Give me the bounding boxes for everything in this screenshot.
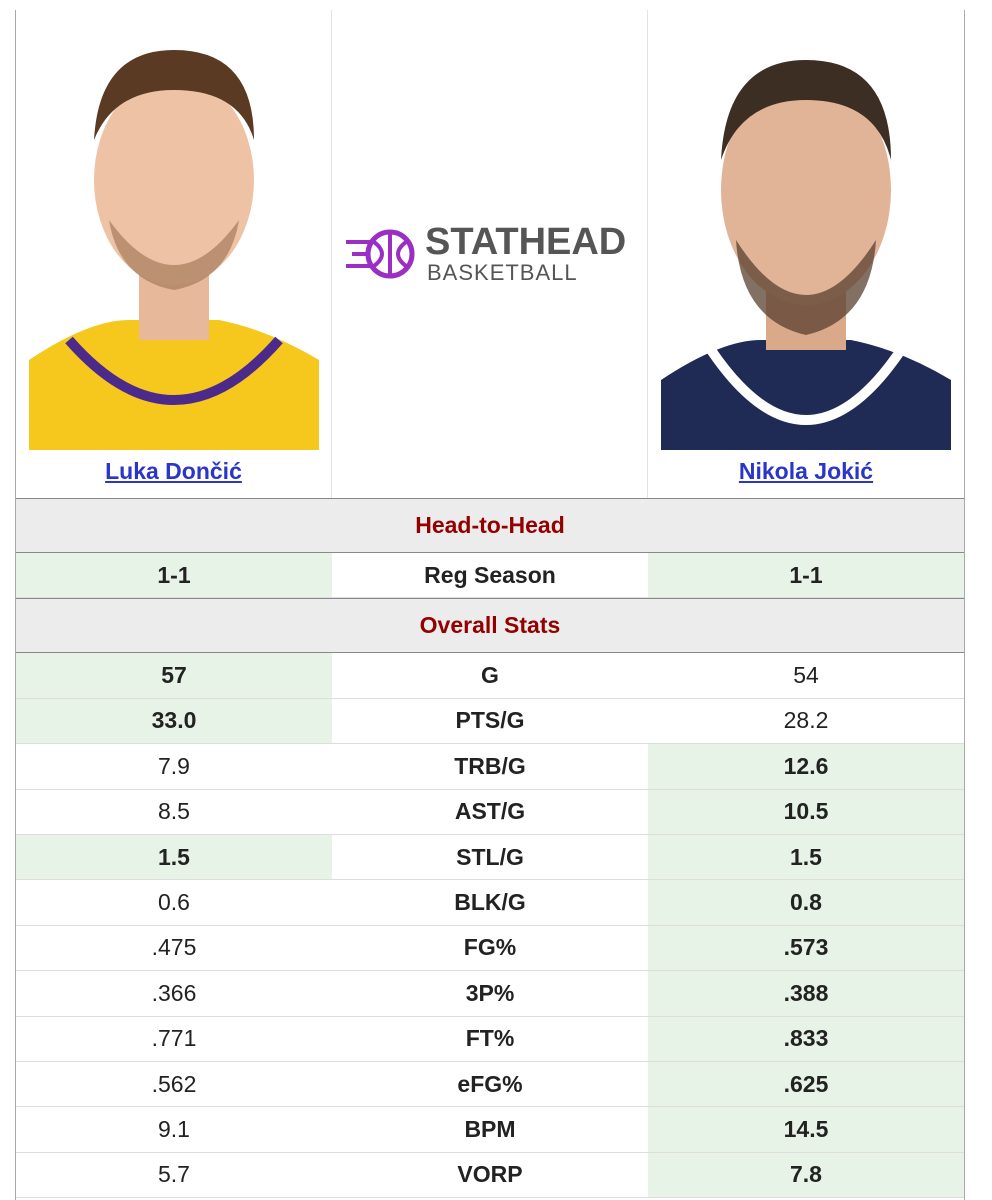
stat-label: PTS/G (455, 707, 525, 734)
left-value: 57 (16, 653, 332, 698)
right-value: 10.5 (648, 789, 964, 834)
stat-row: 0.6 BLK/G 0.8 (16, 880, 964, 926)
stat-label: BLK/G (454, 889, 526, 916)
right-value: 1.5 (648, 835, 964, 880)
right-value: .573 (648, 925, 964, 971)
left-value: 1-1 (16, 553, 332, 598)
right-value: .625 (648, 1062, 964, 1107)
stat-row: 9.1 BPM 14.5 (16, 1107, 964, 1153)
right-value: .833 (648, 1016, 964, 1061)
player-cell: Luka Dončić (16, 10, 332, 498)
left-value: .366 (151, 979, 197, 1006)
right-value: 12.6 (648, 744, 964, 789)
left-value: .771 (151, 1025, 197, 1052)
stat-label: eFG% (457, 1070, 523, 1097)
right-value: 54 (793, 662, 819, 689)
stat-label: 3P% (465, 979, 515, 1006)
stat-row: .771 FT% .833 (16, 1016, 964, 1062)
right-value: 1-1 (648, 553, 964, 598)
left-value: .562 (151, 1070, 197, 1097)
left-value: 7.9 (158, 752, 190, 779)
logo-title: STATHEAD (425, 221, 626, 263)
right-value: 0.8 (648, 880, 964, 925)
player-photo (29, 20, 319, 450)
logo: STATHEAD BASKETBALL (346, 221, 626, 285)
stat-row: 8.5 AST/G 10.5 (16, 789, 964, 835)
right-value: 7.8 (648, 1152, 964, 1198)
stat-row: 5.7 VORP 7.8 (16, 1152, 964, 1199)
stat-label: FT% (465, 1025, 515, 1052)
stat-row: 57 G 54 (16, 653, 964, 699)
right-value: .388 (648, 971, 964, 1016)
section-title: Head-to-Head (16, 498, 964, 553)
stat-row: 1.5 STL/G 1.5 (16, 835, 964, 881)
stat-row: .562 eFG% .625 (16, 1062, 964, 1108)
left-value: 1.5 (16, 835, 332, 880)
left-value: 0.6 (158, 889, 190, 916)
stat-label: FG% (463, 934, 517, 961)
stat-row: .366 3P% .388 (16, 971, 964, 1017)
stat-label: Reg Season (424, 561, 556, 588)
comparison-table: Luka Dončić STATHEAD BASKETBALL Nikola J… (15, 10, 965, 1200)
player-cell: Nikola Jokić (648, 10, 964, 498)
left-value: 33.0 (16, 698, 332, 744)
player-link[interactable]: Nikola Jokić (738, 458, 874, 484)
stat-row: 7.9 TRB/G 12.6 (16, 744, 964, 790)
left-value: .475 (151, 934, 197, 961)
stat-label: G (481, 662, 499, 689)
player-link[interactable]: Luka Dončić (105, 458, 242, 484)
stat-row: 33.0 PTS/G 28.2 (16, 698, 964, 745)
player-photo (661, 20, 951, 450)
logo-subtitle: BASKETBALL (427, 260, 578, 285)
logo-cell: STATHEAD BASKETBALL (332, 10, 648, 498)
stat-label: BPM (464, 1116, 516, 1143)
player-header: Luka Dončić STATHEAD BASKETBALL Nikola J… (16, 10, 964, 498)
right-value: 14.5 (648, 1107, 964, 1152)
stat-row: 1-1 Reg Season 1-1 (16, 553, 964, 599)
stat-row: .475 FG% .573 (16, 925, 964, 972)
section-title: Overall Stats (16, 598, 964, 654)
right-value: 28.2 (783, 707, 829, 734)
left-value: 5.7 (158, 1161, 190, 1188)
left-value: 9.1 (158, 1116, 190, 1143)
stat-label: AST/G (454, 798, 526, 825)
left-value: 8.5 (158, 798, 190, 825)
stat-label: TRB/G (454, 752, 526, 779)
stat-label: VORP (457, 1161, 523, 1188)
stat-label: STL/G (456, 843, 524, 870)
